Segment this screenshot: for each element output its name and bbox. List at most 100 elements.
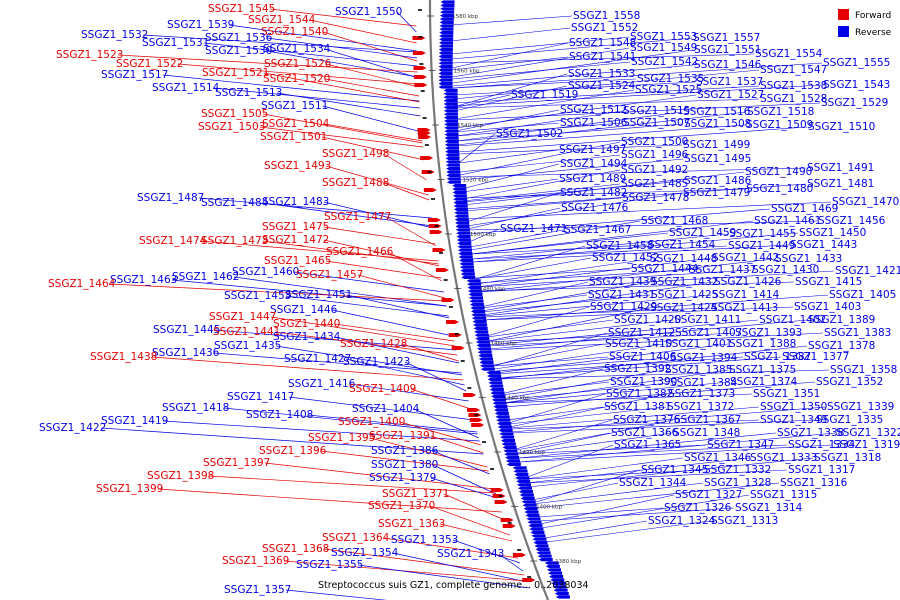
- reverse-gene-glyph: [469, 299, 484, 303]
- gene-connector-line: [263, 72, 420, 103]
- gene-label-left: SSGZ1_1530: [205, 45, 272, 57]
- gene-label-right: SSGZ1_1537: [696, 76, 763, 88]
- reverse-gene-glyph: [478, 357, 493, 361]
- gene-connector-line: [469, 229, 564, 248]
- gene-connector-line: [324, 78, 420, 97]
- scale-tick-label: 1520 kbp: [463, 178, 489, 184]
- reverse-gene-glyph: [517, 483, 532, 487]
- gene-label-left: SSGZ1_1357: [224, 584, 291, 596]
- gene-connector-line: [323, 239, 440, 267]
- reverse-gene-glyph: [458, 252, 473, 256]
- gene-connector-line: [527, 457, 814, 488]
- gene-connector-line: [503, 381, 730, 404]
- gene-label-right: SSGZ1_1401: [665, 338, 732, 350]
- gene-label-left: SSGZ1_1400: [338, 416, 405, 428]
- forward-gene-glyph: [420, 156, 434, 160]
- reverse-gene-glyph: [522, 503, 537, 507]
- forward-gene-glyph: [490, 488, 504, 492]
- gene-connector-line: [349, 383, 469, 402]
- gene-label-right: SSGZ1_1426: [714, 276, 782, 288]
- reverse-gene-glyph: [440, 10, 455, 14]
- gene-connector-line: [203, 42, 418, 67]
- gene-label-right: SSGZ1_1558: [573, 10, 640, 22]
- gene-connector-line: [413, 408, 480, 439]
- gene-connector-line: [369, 437, 488, 468]
- gene-label-right: SSGZ1_1450: [799, 227, 866, 239]
- gene-tick: [448, 306, 453, 308]
- gene-label-left: SSGZ1_1409: [349, 383, 416, 395]
- reverse-gene-glyph: [443, 92, 458, 96]
- gene-label-left: SSGZ1_1464: [48, 278, 116, 290]
- reverse-gene-glyph: [494, 411, 509, 415]
- gene-label-left: SSGZ1_1462: [172, 271, 239, 283]
- gene-label-right: SSGZ1_1365: [614, 439, 681, 451]
- gene-connector-line: [453, 84, 823, 107]
- gene-tick: [527, 576, 532, 578]
- gene-connector-line: [198, 197, 432, 219]
- gene-label-right: SSGZ1_1512: [560, 104, 627, 116]
- gene-label-right: SSGZ1_1551: [694, 44, 761, 56]
- gene-label-right: SSGZ1_1525: [635, 84, 702, 96]
- gene-label-right: SSGZ1_1491: [807, 162, 874, 174]
- reverse-gene-glyph: [456, 231, 471, 235]
- gene-label-right: SSGZ1_1468: [641, 215, 708, 227]
- reverse-gene-glyph: [549, 575, 564, 579]
- reverse-gene-glyph: [443, 88, 458, 92]
- gene-connector-line: [487, 319, 614, 338]
- gene-tick: [517, 549, 522, 551]
- reverse-gene-glyph: [529, 527, 544, 531]
- reverse-gene-glyph: [445, 153, 460, 157]
- reverse-gene-glyph: [461, 275, 476, 279]
- gene-connector-line: [476, 258, 650, 285]
- reverse-gene-glyph: [469, 303, 484, 307]
- reverse-gene-glyph: [502, 445, 517, 449]
- reverse-gene-glyph: [438, 65, 453, 69]
- gene-connector-line: [490, 332, 824, 351]
- gene-label-right: SSGZ1_1352: [816, 376, 883, 388]
- gene-label-left: SSGZ1_1514: [152, 82, 220, 94]
- gene-connector-line: [383, 153, 427, 181]
- gene-label-left: SSGZ1_1404: [352, 403, 420, 415]
- gene-label-right: SSGZ1_1373: [668, 388, 735, 400]
- reverse-gene-glyph: [452, 194, 467, 198]
- reverse-gene-glyph: [446, 177, 461, 181]
- gene-tick: [474, 414, 479, 416]
- reverse-gene-glyph: [438, 54, 453, 58]
- gene-connector-line: [439, 523, 513, 542]
- gene-label-left: SSGZ1_1368: [262, 543, 329, 555]
- scale-tick-label: 1400 kbp: [536, 505, 562, 511]
- gene-label-left: SSGZ1_1457: [296, 269, 363, 281]
- gene-label-left: SSGZ1_1434: [273, 331, 341, 343]
- gene-label-right: SSGZ1_1332: [704, 464, 771, 476]
- reverse-gene-glyph: [476, 343, 491, 347]
- gene-label-right: SSGZ1_1316: [780, 477, 848, 489]
- reverse-gene-glyph: [444, 126, 459, 130]
- gene-label-right: SSGZ1_1524: [568, 80, 636, 92]
- gene-label-left: SSGZ1_1423: [343, 356, 410, 368]
- scale-tick-label: 1480 kbp: [479, 287, 505, 293]
- gene-connector-line: [453, 69, 760, 100]
- gene-connector-line: [275, 345, 463, 376]
- gene-connector-line: [276, 92, 421, 117]
- reverse-gene-glyph: [503, 449, 518, 453]
- forward-gene-glyph: [413, 66, 427, 70]
- reverse-gene-glyph: [545, 564, 560, 568]
- reverse-gene-glyph: [443, 99, 458, 103]
- gene-label-right: SSGZ1_1497: [559, 144, 626, 156]
- gene-connector-line: [482, 294, 712, 317]
- gene-connector-line: [515, 419, 613, 450]
- reverse-gene-glyph: [445, 160, 460, 164]
- reverse-gene-glyph: [478, 354, 493, 358]
- gene-connector-line: [157, 488, 502, 513]
- gene-label-left: SSGZ1_1550: [335, 6, 402, 18]
- gene-label-right: SSGZ1_1389: [808, 314, 875, 326]
- gene-connector-line: [510, 406, 760, 429]
- gene-connector-line: [502, 382, 670, 401]
- gene-label-left: SSGZ1_1521: [202, 67, 269, 79]
- gene-label-left: SSGZ1_1451: [285, 289, 352, 301]
- gene-connector-line: [452, 539, 521, 564]
- gene-connector-line: [269, 8, 417, 27]
- gene-label-right: SSGZ1_1458: [586, 240, 653, 252]
- gene-connector-line: [466, 192, 683, 227]
- gene-connector-line: [472, 244, 790, 263]
